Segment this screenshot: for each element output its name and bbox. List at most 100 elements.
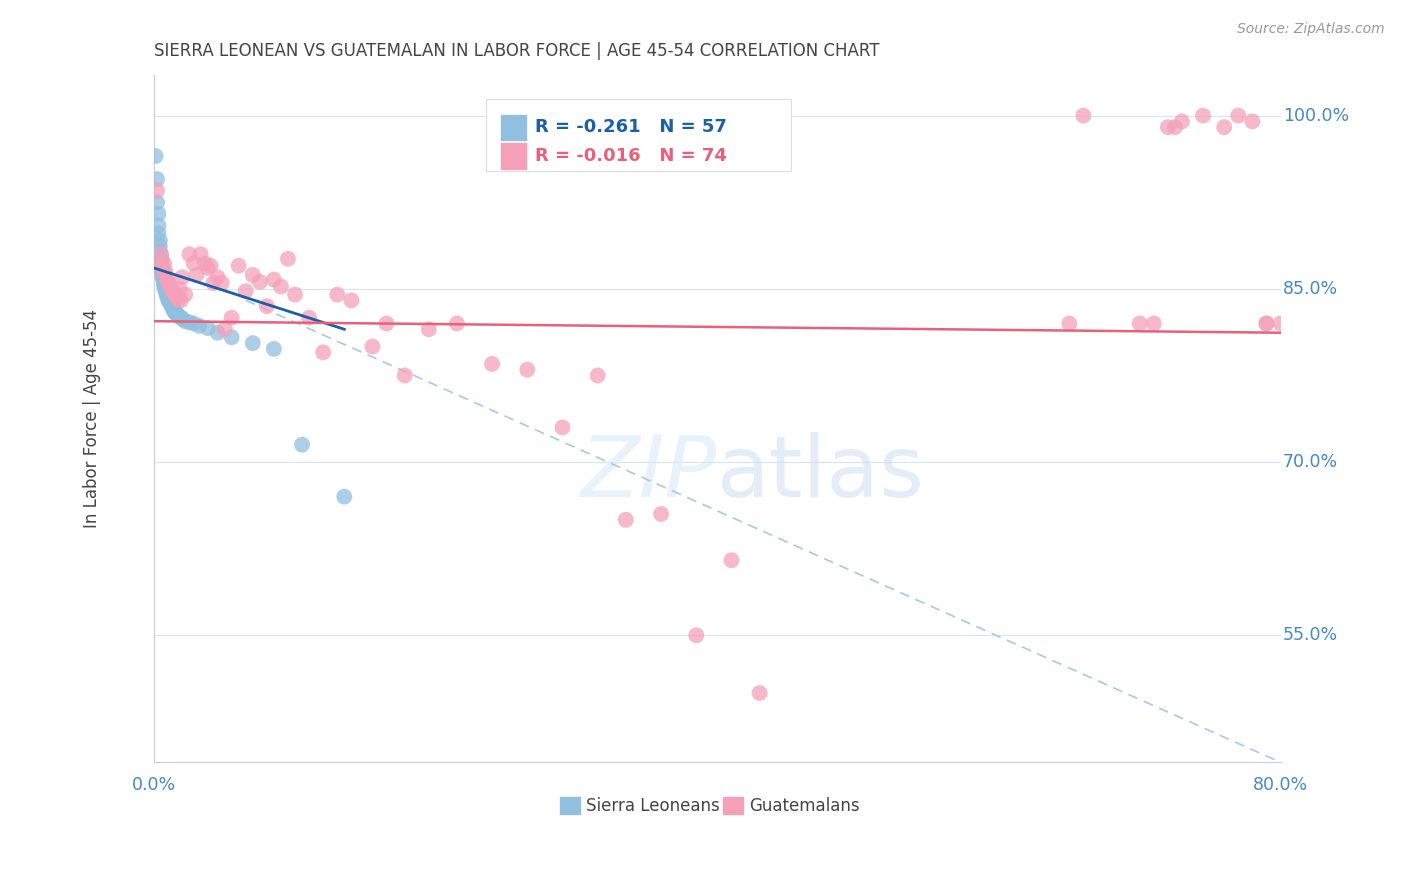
Text: Sierra Leoneans: Sierra Leoneans	[585, 797, 720, 814]
Point	[277, 252, 299, 266]
Point	[1143, 317, 1166, 331]
Point	[159, 295, 181, 310]
Point	[155, 281, 177, 295]
Point	[207, 270, 229, 285]
Point	[221, 310, 243, 325]
Point	[1059, 317, 1081, 331]
Point	[167, 292, 190, 306]
Point	[650, 507, 672, 521]
Point	[516, 362, 538, 376]
Point	[211, 276, 233, 290]
Point	[150, 250, 173, 264]
Text: In Labor Force | Age 45-54: In Labor Force | Age 45-54	[83, 310, 101, 528]
Point	[165, 306, 187, 320]
Point	[312, 345, 335, 359]
Point	[152, 267, 174, 281]
Point	[160, 298, 183, 312]
Point	[242, 336, 264, 351]
Point	[614, 513, 637, 527]
Point	[170, 310, 193, 325]
Point	[1171, 114, 1194, 128]
Point	[1256, 317, 1278, 331]
Point	[148, 219, 170, 233]
Point	[157, 291, 180, 305]
Point	[156, 289, 179, 303]
Text: atlas: atlas	[717, 433, 925, 516]
Point	[263, 272, 285, 286]
Point	[361, 340, 384, 354]
Point	[1256, 317, 1278, 331]
Point	[263, 342, 285, 356]
Point	[586, 368, 609, 383]
Point	[163, 286, 186, 301]
Point	[149, 244, 172, 259]
Point	[163, 303, 186, 318]
Point	[145, 149, 167, 163]
Point	[1164, 120, 1187, 135]
Point	[270, 279, 292, 293]
Point	[152, 264, 174, 278]
Point	[156, 285, 179, 300]
Point	[153, 275, 176, 289]
Text: 80.0%: 80.0%	[1253, 776, 1308, 794]
Point	[153, 279, 176, 293]
FancyBboxPatch shape	[501, 114, 527, 141]
Text: Source: ZipAtlas.com: Source: ZipAtlas.com	[1237, 22, 1385, 37]
Point	[155, 283, 177, 297]
Point	[1213, 120, 1236, 135]
Text: 0.0%: 0.0%	[132, 776, 176, 794]
Point	[172, 311, 194, 326]
Text: Guatemalans: Guatemalans	[749, 797, 859, 814]
Point	[160, 282, 183, 296]
Point	[200, 259, 222, 273]
Point	[160, 297, 183, 311]
Point	[150, 247, 173, 261]
Point	[1192, 109, 1215, 123]
Point	[155, 264, 177, 278]
Point	[163, 302, 186, 317]
Point	[153, 256, 176, 270]
Point	[284, 287, 307, 301]
Point	[155, 268, 177, 282]
Point	[157, 293, 180, 308]
Point	[174, 287, 197, 301]
FancyBboxPatch shape	[501, 143, 527, 170]
Point	[298, 310, 321, 325]
Point	[179, 247, 201, 261]
Point	[194, 256, 217, 270]
Point	[394, 368, 416, 383]
Point	[148, 259, 170, 273]
Point	[170, 293, 193, 308]
Point	[214, 322, 236, 336]
Text: ZIP: ZIP	[581, 433, 717, 516]
Point	[167, 309, 190, 323]
Point	[1129, 317, 1152, 331]
Point	[169, 310, 191, 324]
Point	[183, 317, 205, 331]
Point	[149, 239, 172, 253]
Point	[256, 299, 278, 313]
Point	[446, 317, 468, 331]
Point	[197, 321, 219, 335]
Text: 100.0%: 100.0%	[1282, 107, 1348, 125]
Point	[183, 256, 205, 270]
Point	[152, 269, 174, 284]
Text: R = -0.016   N = 74: R = -0.016 N = 74	[534, 147, 727, 165]
Point	[1157, 120, 1180, 135]
Point	[162, 299, 184, 313]
Point	[156, 272, 179, 286]
Point	[169, 282, 191, 296]
Point	[157, 290, 180, 304]
Point	[166, 290, 188, 304]
Point	[748, 686, 770, 700]
Point	[157, 275, 180, 289]
Point	[150, 256, 173, 270]
Point	[155, 284, 177, 298]
Point	[162, 284, 184, 298]
Point	[166, 307, 188, 321]
Point	[174, 314, 197, 328]
Point	[159, 294, 181, 309]
Point	[1227, 109, 1250, 123]
Point	[150, 262, 173, 277]
Point	[148, 207, 170, 221]
